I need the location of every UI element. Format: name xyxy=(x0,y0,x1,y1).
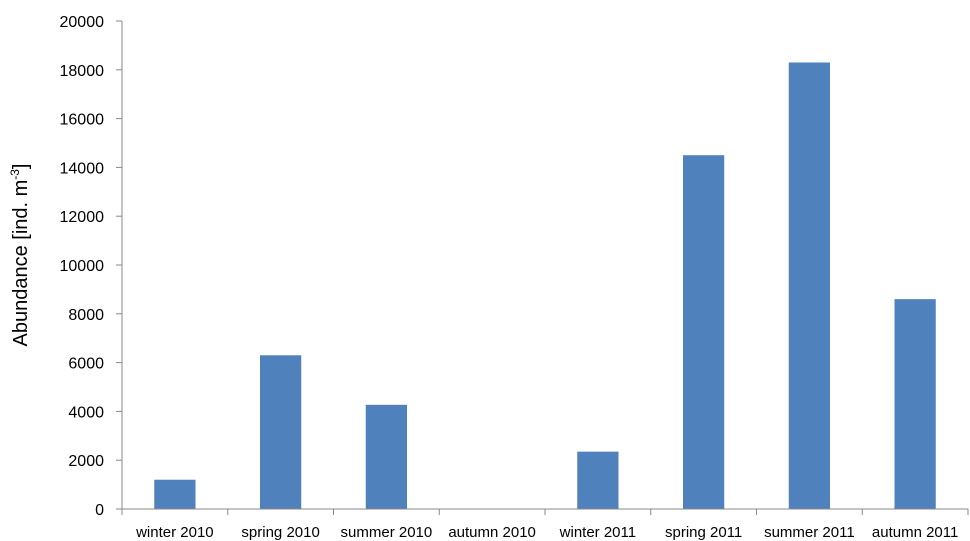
x-tick-label: summer 2011 xyxy=(764,524,855,541)
y-tick-label: 2000 xyxy=(68,453,104,470)
bar-winter-2010 xyxy=(154,479,196,509)
x-tick-label: summer 2010 xyxy=(341,524,433,541)
x-axis: winter 2010 spring 2010 summer 2010 autumn … xyxy=(121,508,969,541)
bar-summer-2011 xyxy=(788,62,830,509)
x-tick-label: spring 2011 xyxy=(665,524,742,541)
bar-autumn-2011 xyxy=(894,299,936,509)
x-tick-label: autumn 2011 xyxy=(872,524,958,541)
y-tick-label: 16000 xyxy=(60,112,105,129)
y-axis-title: Abundance [ind. m-3] xyxy=(8,163,32,346)
y-tick-label: 0 xyxy=(95,502,104,519)
y-axis: 0 2000 4000 6000 8000 10000 12000 14000 16000 180… xyxy=(60,14,123,519)
bar-winter-2011 xyxy=(577,451,619,509)
x-tick-label: winter 2011 xyxy=(559,524,636,541)
y-tick-label: 12000 xyxy=(60,209,105,226)
y-tick-label: 6000 xyxy=(68,356,104,373)
y-tick-label: 8000 xyxy=(68,307,104,324)
y-tick-label: 14000 xyxy=(60,160,105,177)
y-tick-label: 10000 xyxy=(60,258,105,275)
x-tick-label: autumn 2010 xyxy=(448,524,536,541)
y-tick-label: 20000 xyxy=(60,14,105,31)
y-tick-label: 18000 xyxy=(60,63,105,80)
x-tick-label: winter 2010 xyxy=(135,524,214,541)
y-tick-label: 4000 xyxy=(68,404,104,421)
bar-summer-2010 xyxy=(365,404,407,509)
y-axis-label: Abundance [ind. m-3] xyxy=(8,163,32,346)
bars xyxy=(154,62,936,509)
bar-spring-2011 xyxy=(683,155,725,509)
bar-spring-2010 xyxy=(260,355,302,509)
x-tick-label: spring 2010 xyxy=(241,524,319,541)
y-axis-label-superscript: -3 xyxy=(8,169,22,180)
